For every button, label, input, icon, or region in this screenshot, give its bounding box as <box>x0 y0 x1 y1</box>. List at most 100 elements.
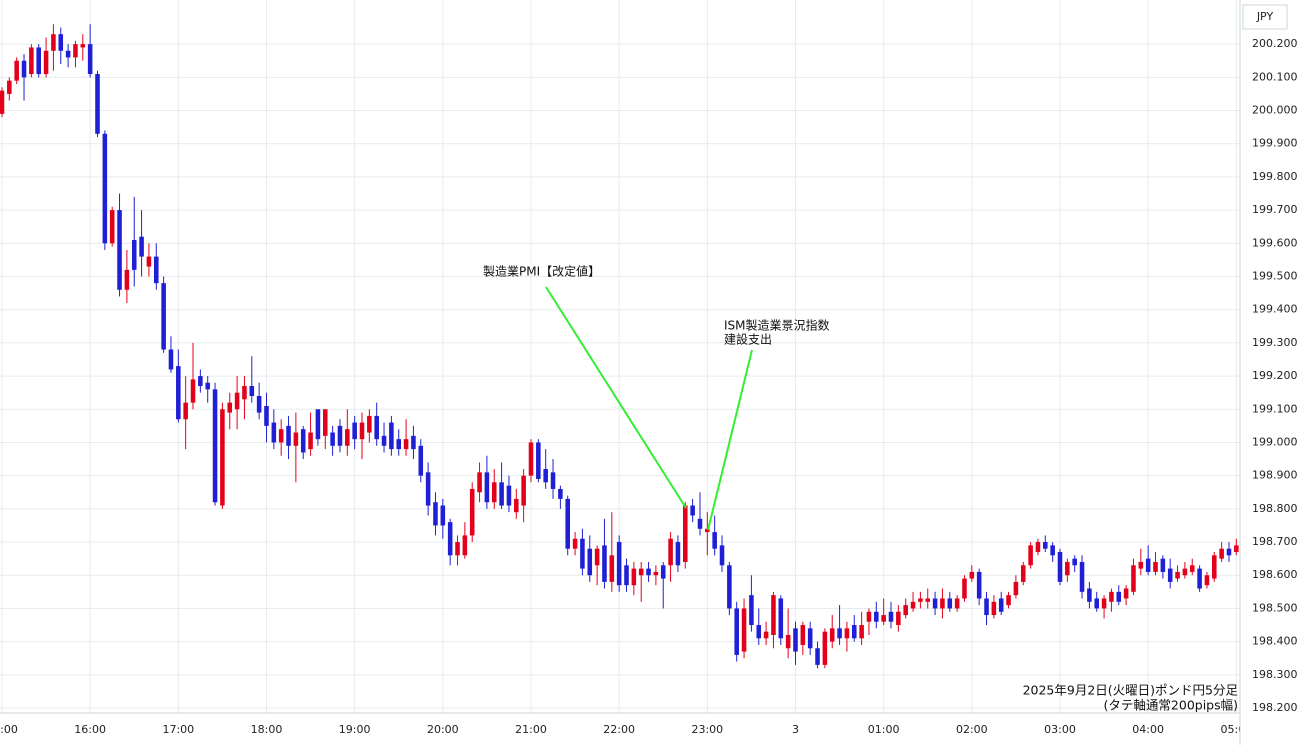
candle-body <box>286 425 291 446</box>
candle-body <box>705 528 710 533</box>
candle-body <box>359 422 365 440</box>
x-tick-label: 02:00 <box>956 723 988 736</box>
candle-body <box>712 532 717 549</box>
candle-body <box>778 598 784 639</box>
candle-body <box>205 382 210 390</box>
candle-body <box>558 488 563 499</box>
y-tick-label: 200.000 <box>1252 104 1298 117</box>
candle-body <box>220 409 225 506</box>
candle-body <box>117 210 122 290</box>
candle-body <box>514 498 519 513</box>
candle-body <box>477 472 482 493</box>
candle-body <box>234 392 240 410</box>
y-tick-label: 198.700 <box>1252 535 1298 548</box>
candle-body <box>308 432 313 450</box>
candle-body <box>962 578 967 599</box>
candle-body <box>198 376 203 387</box>
candle-body <box>249 386 255 397</box>
x-tick-label: 01:00 <box>868 723 900 736</box>
y-tick-label: 198.200 <box>1252 701 1298 714</box>
candle-body <box>719 545 725 566</box>
candle-body <box>550 472 556 489</box>
candle-body <box>1013 581 1019 596</box>
candle-body <box>212 389 218 503</box>
candle-body <box>660 565 666 579</box>
candle-body <box>337 425 343 446</box>
candle-body <box>1116 591 1122 602</box>
candle-body <box>1123 588 1129 599</box>
candle-body <box>594 548 600 566</box>
x-tick-label: 15:00 <box>0 723 18 736</box>
y-tick-label: 199.700 <box>1252 203 1298 216</box>
candle-body <box>947 598 953 609</box>
y-tick-label: 198.600 <box>1252 568 1298 581</box>
candle-body <box>1189 565 1195 572</box>
candle-body <box>521 475 526 506</box>
candle-body <box>851 625 857 639</box>
candle-body <box>727 565 732 609</box>
candle-body <box>1138 561 1144 569</box>
candle-body <box>499 482 504 506</box>
candle-body <box>396 439 402 450</box>
y-tick-label: 200.100 <box>1252 70 1298 83</box>
candle-body <box>859 625 864 639</box>
candle-body <box>1006 595 1011 606</box>
candle-body <box>528 442 534 476</box>
candle-body <box>300 429 306 453</box>
candle-body <box>690 505 695 516</box>
candle-body <box>1167 568 1173 582</box>
candle-body <box>616 542 622 586</box>
candle-body <box>484 472 490 503</box>
candle-body <box>315 409 321 440</box>
annotation: 製造業PMI【改定値】 <box>483 264 600 279</box>
candle-body <box>14 60 19 81</box>
candle-body <box>168 349 174 370</box>
candle-body <box>1145 558 1151 572</box>
x-tick-label: 23:00 <box>691 723 723 736</box>
candle-body <box>1226 548 1232 556</box>
candle-body <box>447 522 453 556</box>
candle-body <box>293 432 299 446</box>
candle-body <box>925 598 931 602</box>
candle-body <box>829 628 835 642</box>
x-tick-label: 18:00 <box>251 723 283 736</box>
candle-body <box>749 595 754 626</box>
y-tick-label: 199.200 <box>1252 369 1298 382</box>
candle-body <box>969 571 975 579</box>
candle-body <box>124 269 130 290</box>
candle-body <box>1197 568 1202 589</box>
y-tick-label: 200.200 <box>1252 37 1298 50</box>
candle-body <box>227 402 233 413</box>
candle-body <box>73 44 78 58</box>
x-tick-label: 05:00 <box>1220 723 1252 736</box>
candle-body <box>903 605 908 616</box>
x-tick-label: 19:00 <box>339 723 371 736</box>
candle-body <box>800 625 806 645</box>
candle-body <box>161 283 166 350</box>
candle-body <box>146 256 152 267</box>
candle-body <box>822 631 828 665</box>
candle-body <box>580 538 585 569</box>
candle-body <box>815 648 820 665</box>
candle-body <box>624 565 629 586</box>
candle-body <box>1175 571 1180 579</box>
y-tick-label: 198.400 <box>1252 635 1298 648</box>
candle-body <box>881 615 886 622</box>
x-tick-label: 21:00 <box>515 723 547 736</box>
candle-body <box>668 538 673 566</box>
candle-body <box>462 535 468 556</box>
y-tick-label: 199.600 <box>1252 236 1298 249</box>
candle-body <box>433 502 438 526</box>
candle-body <box>0 90 5 114</box>
candle-body <box>837 628 842 639</box>
candle-body <box>543 469 548 483</box>
candle-body <box>7 80 12 94</box>
candle-body <box>932 598 938 609</box>
candle-body <box>418 445 424 476</box>
candle-body <box>264 405 269 426</box>
candle-body <box>506 485 512 506</box>
annotation: 建設支出 <box>724 332 772 347</box>
y-tick-label: 198.800 <box>1252 502 1298 515</box>
candle-body <box>51 34 56 51</box>
